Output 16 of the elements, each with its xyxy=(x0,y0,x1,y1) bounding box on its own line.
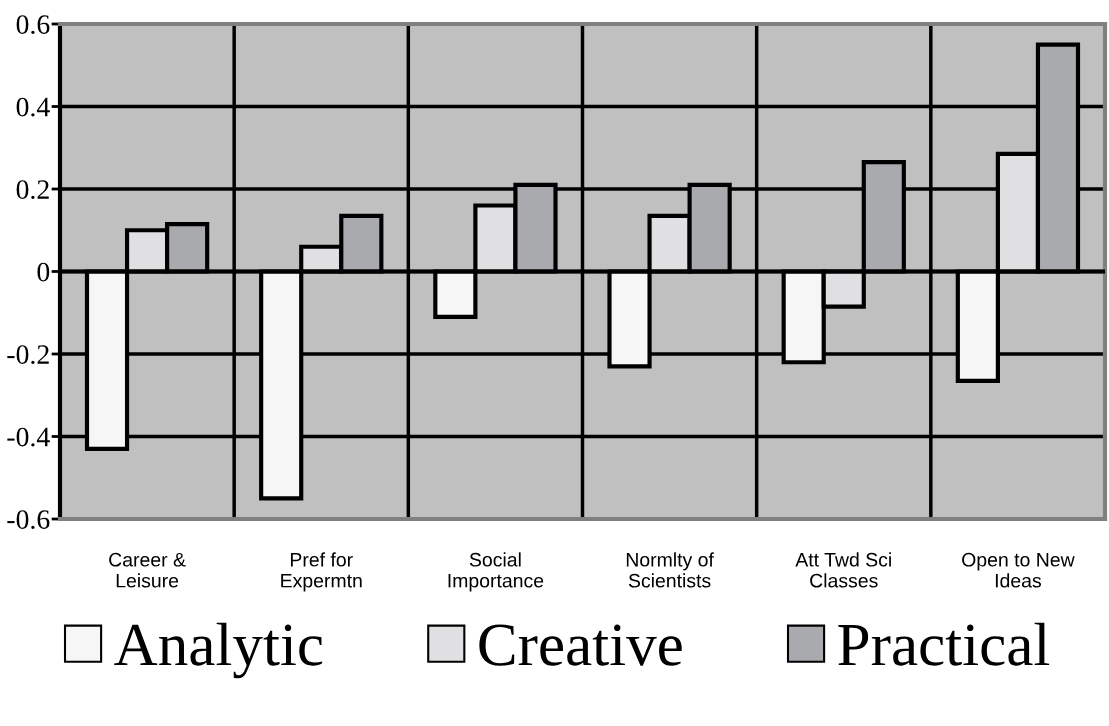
y-tick-label: 0.2 xyxy=(16,180,49,200)
x-tick-label: Career & Leisure xyxy=(109,552,186,588)
y-tick-label: -0.2 xyxy=(7,345,49,365)
y-tick-label: -0.6 xyxy=(7,510,50,530)
y-tick-label: -0.4 xyxy=(7,427,50,447)
x-tick-label: Normlty of Scientists xyxy=(626,552,714,588)
legend-label: Practical xyxy=(838,622,1050,666)
y-tick-label: 0.6 xyxy=(16,15,50,35)
y-tick-label: 0.4 xyxy=(16,97,50,117)
x-tick-label: Open to New Ideas xyxy=(962,552,1075,588)
x-tick-label: Social Importance xyxy=(448,552,544,592)
legend-label: Creative xyxy=(479,624,682,666)
y-tick-label: 0 xyxy=(37,262,50,282)
x-tick-label: Att Twd Sci Classes xyxy=(795,552,891,588)
x-tick-label: Pref for Expermtn xyxy=(281,552,362,592)
legend-label: Analytic xyxy=(114,622,323,679)
